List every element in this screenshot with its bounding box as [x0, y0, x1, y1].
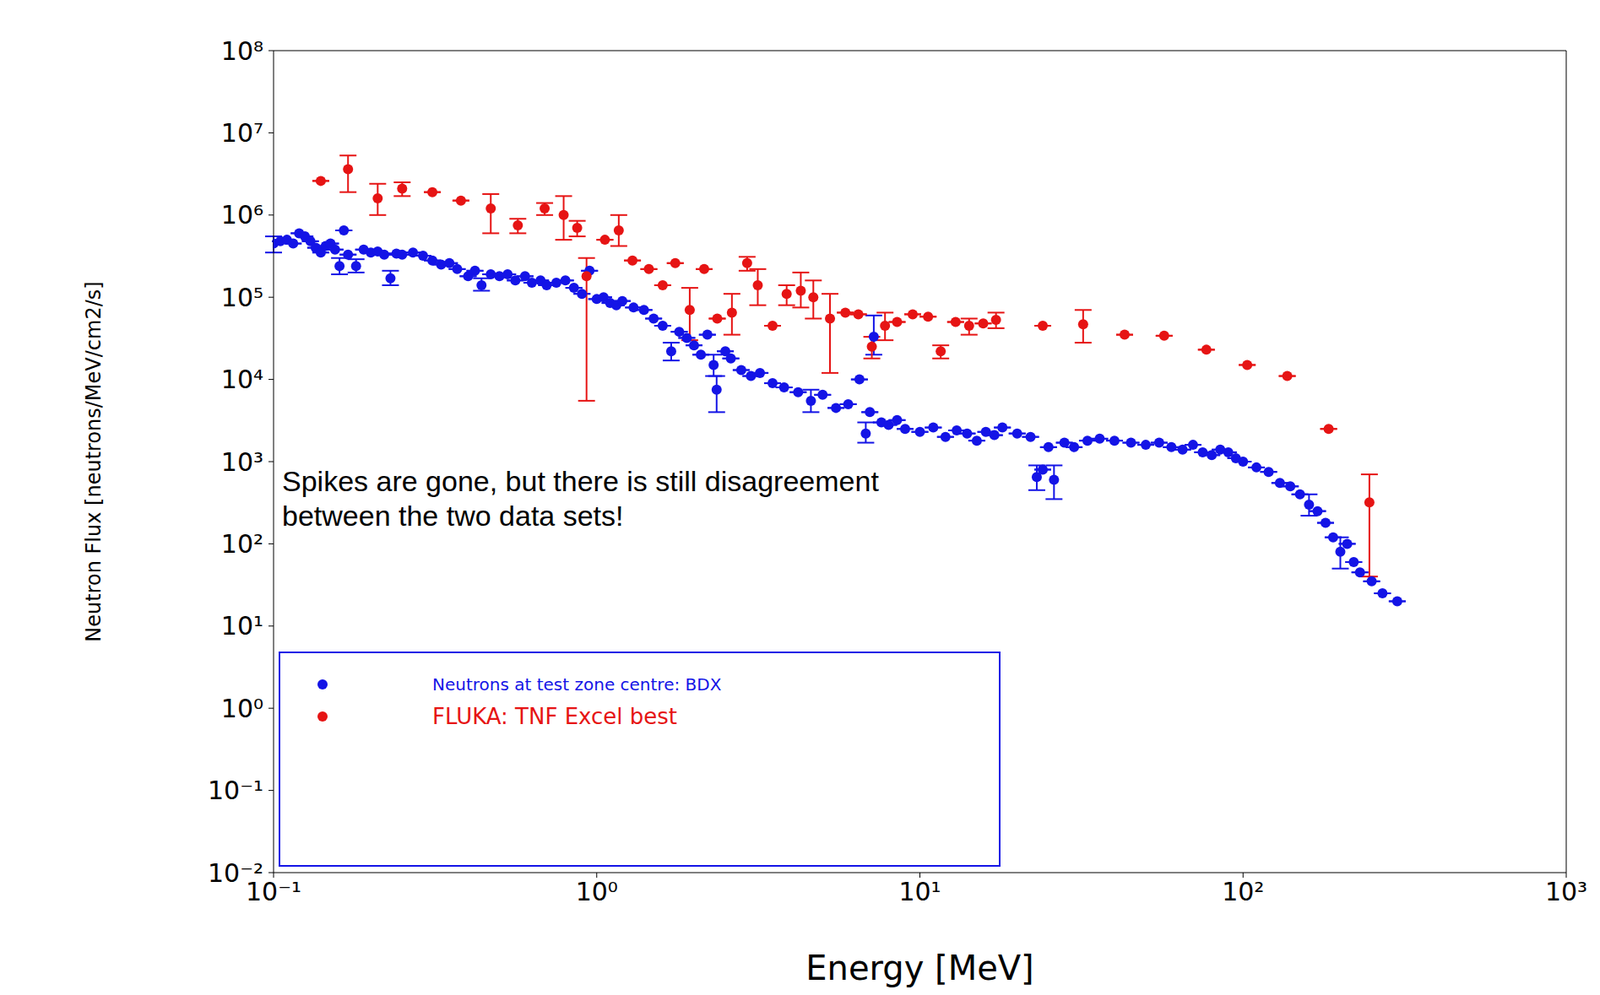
- svg-text:10⁴: 10⁴: [221, 364, 264, 395]
- svg-text:10⁶: 10⁶: [221, 200, 264, 230]
- svg-text:10⁸: 10⁸: [221, 36, 264, 66]
- svg-text:10⁰: 10⁰: [221, 694, 264, 724]
- svg-text:10³: 10³: [221, 447, 264, 478]
- svg-text:10²: 10²: [1221, 877, 1264, 907]
- html-text:FLUKA: TNF Excel best: FLUKA: TNF Excel best: [432, 704, 678, 730]
- svg-text:10¹: 10¹: [898, 877, 941, 907]
- html-text:Neutrons at test zone centre:: Neutrons at test zone centre: BDX: [432, 674, 722, 695]
- svg-text:10⁻¹: 10⁻¹: [245, 877, 302, 908]
- svg-text:Neutron Flux [neutrons/MeV/cm2: Neutron Flux [neutrons/MeV/cm2/s]: [81, 281, 106, 642]
- svg-text:10³: 10³: [1545, 877, 1588, 907]
- svg-text:10²: 10²: [221, 529, 264, 559]
- html-text:Spikes are gone, but there is: Spikes are gone, but there is still disa…: [282, 465, 879, 532]
- svg-text:10⁵: 10⁵: [221, 282, 264, 313]
- svg-text:10⁻¹: 10⁻¹: [207, 775, 264, 806]
- svg-text:Energy [MeV]: Energy [MeV]: [805, 949, 1034, 988]
- svg-text:10⁰: 10⁰: [575, 877, 619, 907]
- svg-text:10⁻²: 10⁻²: [207, 858, 264, 889]
- svg-text:10⁷: 10⁷: [221, 118, 264, 148]
- svg-text:10¹: 10¹: [221, 611, 264, 641]
